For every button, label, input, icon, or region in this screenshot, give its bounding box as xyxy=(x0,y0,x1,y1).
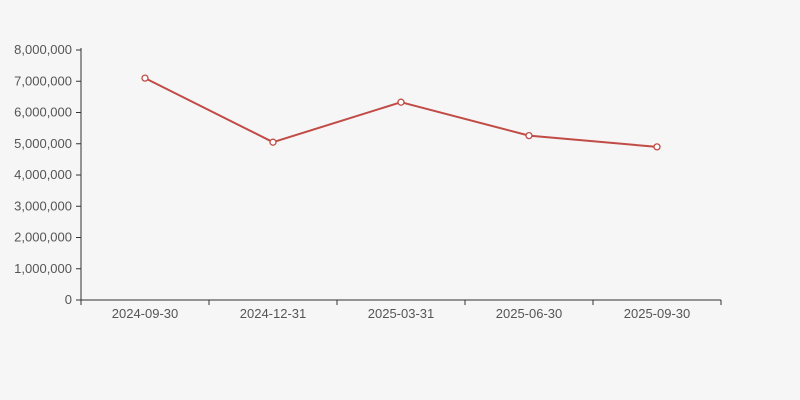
x-axis-tick-label: 2024-12-31 xyxy=(240,306,307,321)
y-axis-tick-label: 1,000,000 xyxy=(14,261,72,276)
y-axis-tick-label: 0 xyxy=(65,292,72,307)
x-axis-tick-label: 2025-03-31 xyxy=(368,306,435,321)
x-axis-tick-label: 2025-09-30 xyxy=(624,306,691,321)
data-point[interactable] xyxy=(269,138,277,146)
x-axis-tick-label: 2025-06-30 xyxy=(496,306,563,321)
y-axis-tick-label: 3,000,000 xyxy=(14,198,72,213)
series-line xyxy=(144,77,658,148)
x-axis-tick-label: 2024-09-30 xyxy=(112,306,179,321)
y-axis-tick-label: 2,000,000 xyxy=(14,230,72,245)
data-point[interactable] xyxy=(141,74,149,82)
data-point[interactable] xyxy=(525,131,533,140)
y-axis-tick-label: 4,000,000 xyxy=(14,167,72,182)
y-axis-tick-label: 8,000,000 xyxy=(14,42,72,57)
data-point[interactable] xyxy=(397,98,405,106)
y-axis-tick-label: 6,000,000 xyxy=(14,105,72,120)
y-axis-tick-label: 7,000,000 xyxy=(14,73,72,88)
y-axis-tick-label: 5,000,000 xyxy=(14,136,72,151)
data-point[interactable] xyxy=(653,143,661,151)
